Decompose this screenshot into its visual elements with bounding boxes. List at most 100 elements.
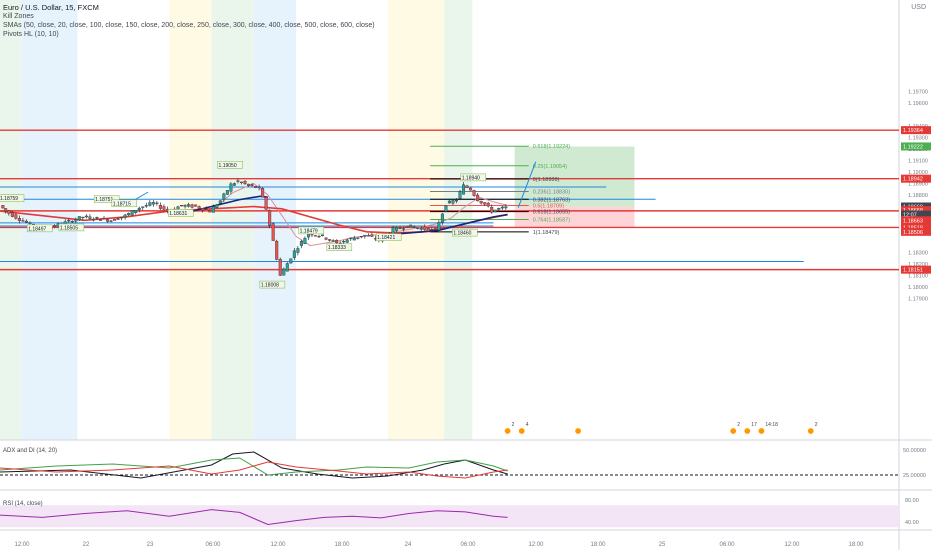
candle-body [10, 212, 14, 217]
price-badge-bg-8 [901, 227, 931, 236]
pivot-label-box-3 [93, 195, 120, 203]
x-tick-label-6: 24 [405, 542, 412, 548]
candle-body [98, 219, 102, 221]
calendar-event-icon [518, 427, 526, 435]
sma-blue-line-2 [394, 213, 508, 235]
candle-body [194, 204, 198, 207]
calendar-event-label-3: 2 [737, 422, 740, 428]
rsi-tick-0: 80.00 [905, 498, 919, 504]
candle-body [254, 185, 258, 188]
y-tick-label-15: 1.18000 [908, 285, 928, 291]
candle-body [215, 204, 219, 208]
candle-body [363, 234, 367, 237]
rsi-band [0, 505, 899, 528]
candle-body [95, 217, 99, 219]
candle-body [141, 206, 145, 208]
y-tick-label-5: 1.19100 [908, 159, 928, 165]
y-tick-label-7: 1.18900 [908, 182, 928, 188]
candle-body [444, 205, 448, 212]
candle-body [88, 216, 92, 219]
pivot-label-9: 1.18333 [328, 245, 346, 251]
candle-body [437, 222, 441, 231]
calendar-event-icon [807, 427, 815, 435]
x-tick-label-9: 18:00 [590, 542, 606, 548]
x-tick-label-12: 12:00 [784, 542, 800, 548]
candle-body [24, 220, 28, 223]
candle-body [398, 227, 402, 230]
chart-legend: Euro / U.S. Dollar, 15, FXCM Kill Zones … [3, 3, 375, 39]
candle-body [402, 228, 406, 230]
fib-level-label-1: 0.25(1.19054) [533, 164, 567, 170]
candle-body [366, 235, 370, 237]
currency-label[interactable]: USD [911, 4, 926, 11]
candle-body [313, 235, 317, 237]
candle-body [222, 193, 226, 200]
fib-level-label-8: 1(1.18479) [533, 230, 560, 236]
adx-tick-1: 25.00000 [903, 473, 926, 479]
price-badge-bg-1 [901, 142, 931, 151]
candle-body [67, 220, 71, 222]
y-tick-label-14: 1.18100 [908, 274, 928, 280]
candle-body [201, 208, 205, 211]
rsi-line [0, 509, 508, 526]
candle-body [250, 184, 254, 186]
pivot-label-box-8 [298, 226, 324, 235]
candle-body [504, 206, 508, 209]
candle-body [17, 218, 21, 221]
candle-body [155, 202, 159, 204]
x-tick-label-8: 12:00 [528, 542, 544, 548]
price-badge-6: 1.18663 [903, 218, 923, 224]
position-target-zone [514, 146, 635, 207]
candle-body [208, 210, 212, 213]
candle-body [447, 200, 451, 204]
candle-body [218, 200, 222, 204]
candle-body [137, 207, 141, 211]
candle-body [345, 239, 349, 243]
pivot-label-0: 1.18759 [0, 196, 18, 202]
kill-zone-2 [169, 0, 212, 440]
candle-body [84, 215, 88, 218]
candle-body [268, 210, 272, 226]
candle-body [127, 213, 131, 216]
indicator-kill-zones[interactable]: Kill Zones [3, 13, 34, 20]
di-plus-line [0, 457, 508, 476]
candle-body [285, 263, 289, 272]
candle-body [497, 208, 501, 210]
candle-body [275, 240, 279, 260]
calendar-event-label-4: 17 [751, 422, 757, 428]
fib-level-label-4: 0.382(1.18763) [533, 197, 570, 203]
price-badge-bg-6 [901, 216, 931, 225]
candle-body [232, 183, 236, 186]
candle-body [151, 202, 155, 205]
x-tick-label-3: 06:00 [205, 542, 221, 548]
candle-body [77, 216, 81, 221]
candle-body [289, 258, 293, 264]
sma-pink-line [211, 182, 508, 247]
kill-zone-6 [444, 0, 473, 440]
kill-zone-1 [21, 0, 78, 440]
pivot-label-box-9 [326, 243, 353, 251]
candle-body [490, 206, 494, 213]
candle-body [335, 240, 339, 243]
calendar-event-label-5: 14:18 [765, 422, 778, 428]
candle-body [176, 206, 180, 210]
position-stop-zone [514, 206, 635, 228]
candle-body [493, 209, 497, 213]
calendar-event-icon [729, 427, 737, 435]
pivot-label-5: 1.18631 [169, 211, 187, 217]
projection-arrow-2 [517, 161, 537, 208]
candle-body [257, 186, 261, 188]
candle-body [296, 248, 300, 253]
chart-title: Euro / U.S. Dollar, 15, FXCM [3, 3, 99, 12]
price-badge-2: 1.18942 [903, 177, 923, 183]
pivot-label-box-11 [452, 228, 478, 237]
pivot-label-12: 1.18940 [462, 175, 480, 181]
candle-body [28, 222, 32, 224]
calendar-event-label-6: 2 [815, 422, 818, 428]
candle-body [426, 228, 430, 232]
candle-body [183, 204, 187, 207]
indicator-smas[interactable]: SMAs (50, close, 20, close, 100, close, … [3, 22, 375, 29]
indicator-pivots[interactable]: Pivots HL (10, 10) [3, 31, 59, 38]
candle-body [405, 226, 409, 228]
